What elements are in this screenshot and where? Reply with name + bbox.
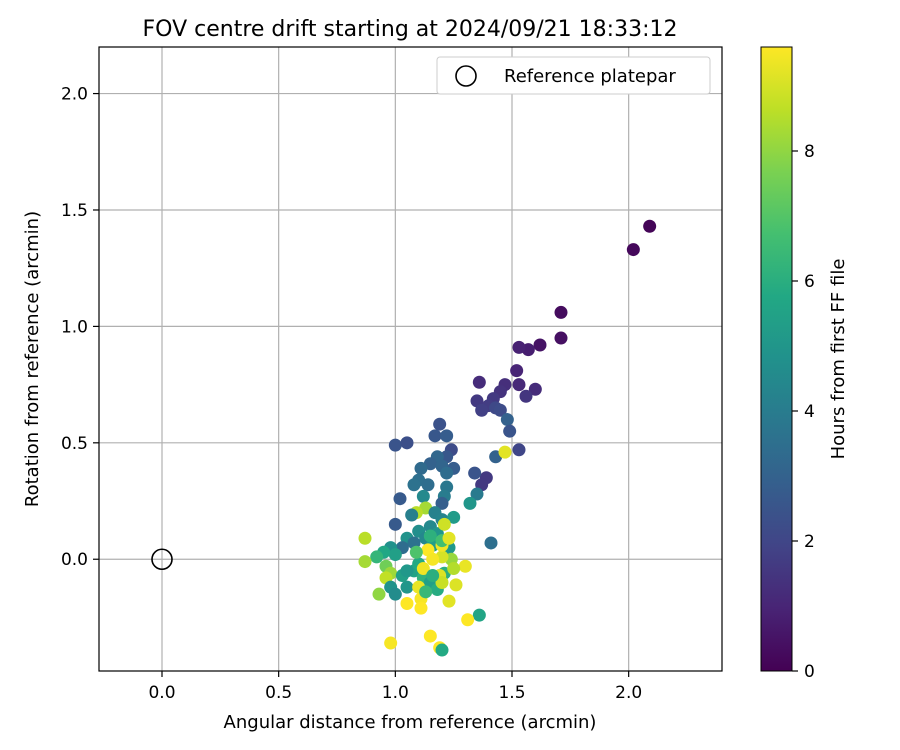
legend-box — [436, 56, 711, 95]
colorbar-tick-label: 4 — [804, 402, 815, 422]
data-point — [405, 508, 419, 522]
colorbar-tick-label: 6 — [804, 272, 815, 292]
chart-title: FOV centre drift starting at 2024/09/21 … — [143, 17, 678, 42]
plot-frame — [98, 46, 723, 672]
legend-marker — [455, 65, 477, 87]
data-point — [440, 429, 454, 443]
data-point — [370, 550, 384, 564]
data-point — [416, 562, 430, 576]
x-tick-label: 0.5 — [265, 683, 292, 703]
data-point — [428, 429, 442, 443]
x-tick-label: 1.5 — [498, 683, 525, 703]
data-point — [449, 578, 463, 592]
data-point — [388, 587, 402, 601]
data-point — [512, 443, 526, 457]
y-tick-label: 1.0 — [61, 317, 88, 337]
data-point — [643, 219, 657, 233]
data-point — [393, 492, 407, 506]
data-point — [400, 564, 414, 578]
data-point — [400, 596, 414, 610]
data-point — [416, 489, 430, 503]
data-point — [407, 478, 421, 492]
reference-platepar-marker — [151, 548, 173, 571]
data-point — [388, 438, 402, 452]
y-tick-label: 0.0 — [61, 550, 88, 570]
data-point — [400, 436, 414, 450]
y-tick-label: 1.5 — [61, 201, 88, 221]
x-axis-label: Angular distance from reference (arcmin) — [224, 712, 597, 733]
data-point — [442, 594, 456, 608]
data-point — [533, 338, 547, 352]
data-point — [388, 548, 402, 562]
colorbar-ticks: 0 2 4 6 8 — [792, 142, 815, 682]
data-point — [409, 545, 423, 559]
data-point — [435, 643, 449, 657]
data-point — [414, 461, 428, 475]
data-point — [626, 243, 640, 257]
data-point — [414, 601, 428, 615]
data-point — [461, 613, 475, 627]
y-axis-ticks: 0.0 0.5 1.0 1.5 2.0 — [61, 85, 99, 570]
data-point — [384, 636, 398, 650]
x-tick-label: 1.0 — [382, 683, 409, 703]
x-tick-label: 0.0 — [148, 683, 175, 703]
data-point — [458, 559, 472, 573]
data-point — [447, 510, 461, 524]
data-point — [372, 587, 386, 601]
data-point — [493, 403, 507, 417]
data-point — [498, 445, 512, 459]
data-point — [426, 569, 440, 583]
y-tick-label: 0.5 — [61, 434, 88, 454]
data-points — [358, 219, 657, 657]
data-point — [358, 555, 372, 569]
data-point — [447, 562, 461, 576]
data-point — [358, 531, 372, 545]
data-point — [442, 531, 456, 545]
legend-label: Reference platepar — [504, 66, 676, 87]
data-point — [423, 529, 437, 543]
data-point — [468, 466, 482, 480]
colorbar-tick-label: 2 — [804, 532, 815, 552]
data-point — [433, 417, 447, 431]
data-point — [503, 424, 517, 438]
data-point — [528, 382, 542, 396]
data-point — [400, 580, 414, 594]
data-point — [510, 364, 524, 378]
data-point — [463, 496, 477, 510]
grid-lines — [99, 47, 722, 671]
data-point — [472, 608, 486, 622]
data-point — [423, 629, 437, 643]
data-point — [440, 466, 454, 480]
data-point — [500, 413, 514, 427]
data-point — [435, 496, 449, 510]
data-point — [512, 378, 526, 392]
colorbar-tick-label: 0 — [804, 662, 815, 682]
data-point — [435, 576, 449, 590]
data-point — [470, 487, 484, 501]
data-point — [512, 340, 526, 354]
data-point — [554, 305, 568, 319]
colorbar-label: Hours from first FF file — [828, 259, 849, 460]
legend: Reference platepar — [436, 56, 711, 95]
reference-marker-layer — [151, 548, 173, 571]
data-point — [426, 552, 440, 566]
x-tick-label: 2.0 — [615, 683, 642, 703]
colorbar-tick-label: 8 — [804, 142, 815, 162]
data-point — [554, 331, 568, 345]
data-point — [519, 389, 533, 403]
x-axis-ticks: 0.0 0.5 1.0 1.5 2.0 — [148, 671, 642, 703]
data-point — [475, 403, 489, 417]
y-axis-label: Rotation from reference (arcmin) — [22, 211, 43, 507]
y-tick-label: 2.0 — [61, 85, 88, 105]
colorbar — [760, 46, 793, 672]
data-point — [472, 375, 486, 389]
data-point — [419, 585, 433, 599]
data-point — [484, 536, 498, 550]
data-point — [437, 517, 451, 531]
data-point — [421, 478, 435, 492]
data-point — [388, 517, 402, 531]
